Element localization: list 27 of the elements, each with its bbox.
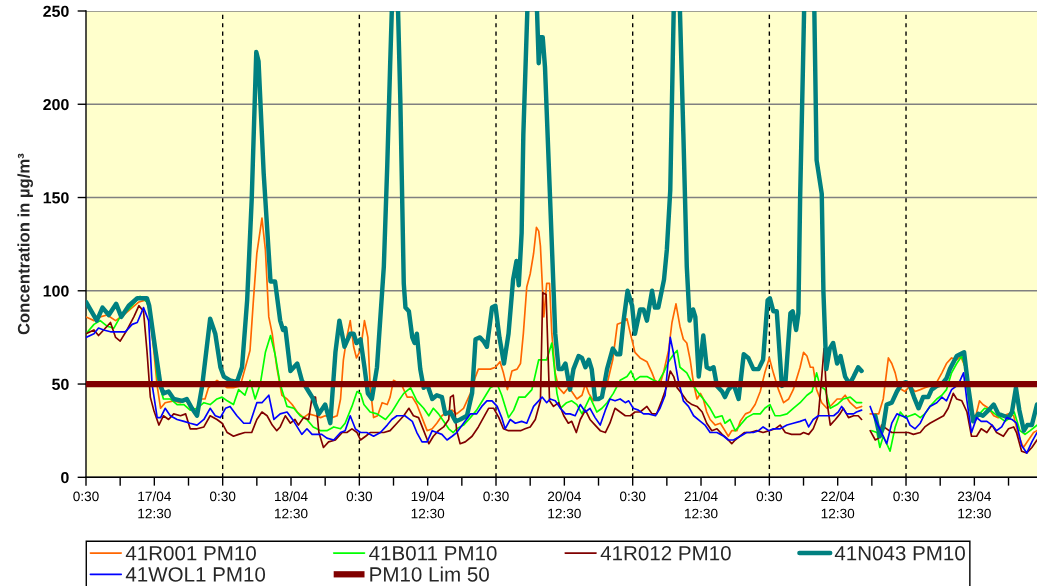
legend-label: 41WOL1 PM10 [125,567,266,582]
legend-label: PM10 Lim 50 [370,566,489,582]
x-tick-label: 23/04 12:30 [958,491,991,519]
y-tick-label: 0 [61,471,69,484]
x-tick-label: 18/04 12:30 [275,491,308,519]
x-tick-label: 0:30 [483,491,509,502]
legend-label: 41R012 PM10 [600,545,731,561]
x-tick-label: 21/04 12:30 [684,491,718,519]
x-tick-label: 0:30 [209,491,236,502]
x-tick-label: 0:30 [619,491,646,502]
x-tick-label: 0:30 [893,491,919,502]
x-tick-label: 22/04 12:30 [821,491,855,519]
y-axis-title: Concentration in µg/m³ [17,153,33,335]
legend-label: 41R001 PM10 [125,545,256,561]
x-tick-label: 0:30 [346,491,373,502]
legend-label: 41B011 PM10 [369,545,497,561]
x-tick-label: 20/04 12:30 [548,491,581,519]
y-tick-label: 50 [52,378,69,390]
y-tick-label: 250 [43,5,69,17]
x-tick-label: 19/04 12:30 [411,491,445,519]
y-tick-label: 150 [43,192,69,204]
x-tick-label: 0:30 [756,491,783,502]
x-tick-label: 17/04 12:30 [138,491,171,519]
legend-label: 41N043 PM10 [834,545,965,561]
x-tick-label: 0:30 [73,491,99,502]
y-tick-label: 200 [43,98,69,111]
y-tick-label: 100 [43,285,69,297]
